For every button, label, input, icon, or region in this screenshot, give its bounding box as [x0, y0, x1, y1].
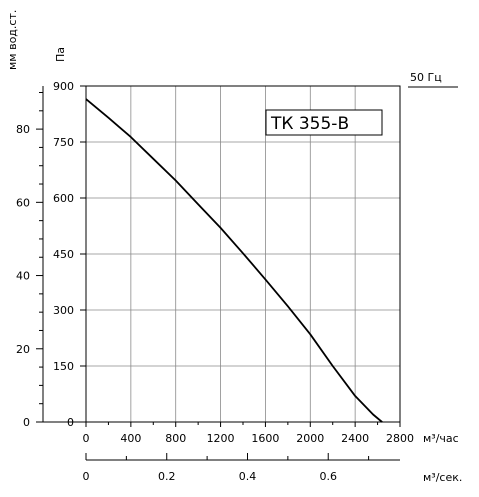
x-secondary-tick-label: 0 [83, 470, 90, 483]
x-primary-tick-label: 0 [83, 432, 90, 445]
x-secondary-tick-label: 0.2 [158, 470, 176, 483]
y-primary-tick-label: 750 [53, 136, 74, 149]
y-secondary-tick-label: 40 [16, 270, 30, 283]
y-primary-tick-label: 300 [53, 304, 74, 317]
x-primary-axis-label: м³/час [423, 432, 459, 445]
x-primary-tick-label: 800 [165, 432, 186, 445]
x-primary-tick-label: 2000 [296, 432, 324, 445]
x-secondary-axis-label: м³/сек. [423, 471, 462, 484]
y-secondary-tick-label: 20 [16, 343, 30, 356]
y-secondary-ticks: 0 20 40 60 80 [16, 91, 80, 429]
y-primary-ticks: 0150300450600750900 [53, 80, 86, 429]
y-primary-axis-label: Па [54, 47, 67, 62]
x-primary-tick-label: 2800 [386, 432, 414, 445]
series-line [85, 98, 383, 423]
model-label: ТК 355-В [270, 114, 349, 134]
model-label-box [265, 109, 383, 136]
y-secondary-tick-label: 60 [16, 196, 30, 209]
x-secondary-ticks: 0 0.2 0.4 0.6 [83, 453, 370, 483]
grid [85, 85, 401, 423]
y-secondary-tick-label: 0 [23, 416, 30, 429]
x-secondary-tick-label: 0.4 [239, 470, 257, 483]
frequency-label: 50 Гц [410, 71, 442, 84]
y-secondary-tick-label: 80 [16, 123, 30, 136]
x-primary-ticks: 0 400 800 1200 1600 2000 2400 2800 [83, 422, 414, 445]
y-primary-tick-label: 900 [53, 80, 74, 93]
x-secondary-tick-label: 0.6 [319, 470, 337, 483]
y-primary-tick-label: 150 [53, 360, 74, 373]
x-primary-tick-label: 2400 [341, 432, 369, 445]
x-primary-tick-label: 1600 [251, 432, 279, 445]
y-primary-tick-label: 600 [53, 192, 74, 205]
y-primary-tick-label: 450 [53, 248, 74, 261]
y-secondary-axis-label: мм вод.ст. [6, 10, 19, 70]
x-primary-tick-label: 1200 [207, 432, 235, 445]
x-primary-tick-label: 400 [120, 432, 141, 445]
series [85, 98, 383, 423]
